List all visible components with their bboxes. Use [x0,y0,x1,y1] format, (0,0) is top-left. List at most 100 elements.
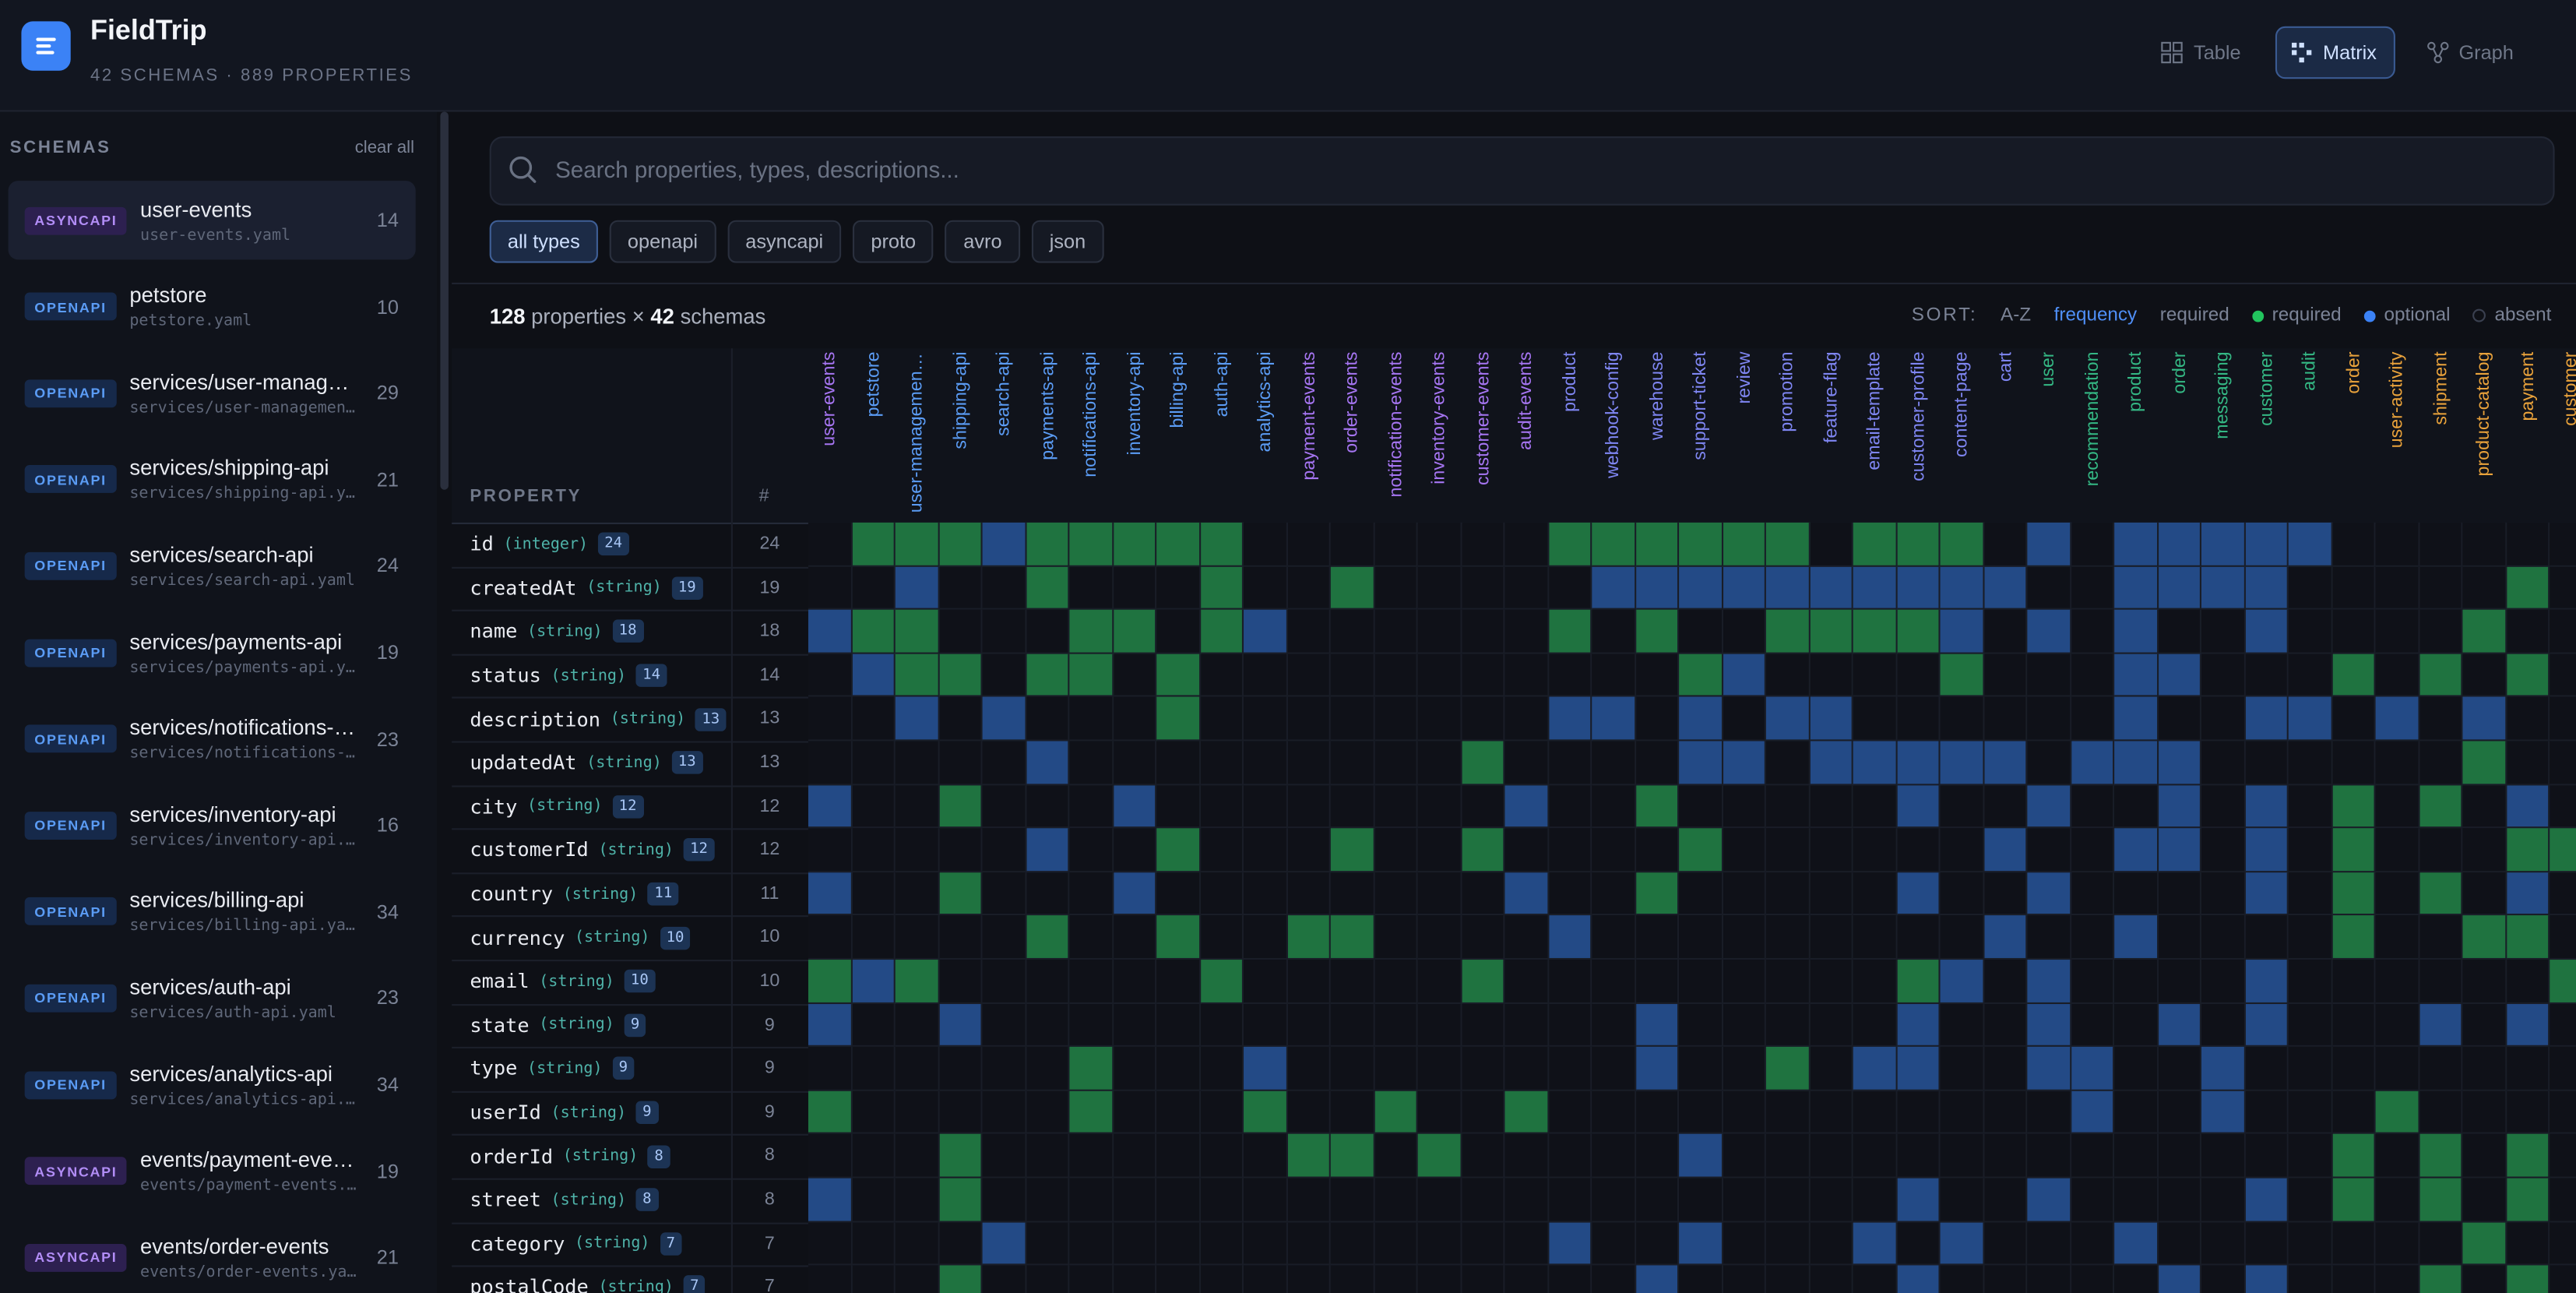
matrix-cell[interactable] [808,1265,852,1293]
column-header[interactable]: notification-events [1374,351,1418,513]
matrix-cell[interactable] [2506,828,2550,872]
matrix-cell[interactable] [2158,960,2201,1004]
matrix-cell[interactable] [2114,872,2159,916]
matrix-cell[interactable] [1983,1003,2028,1048]
matrix-cell[interactable] [1244,522,1287,566]
matrix-cell[interactable] [1548,1047,1592,1091]
matrix-cell[interactable] [2071,610,2115,654]
matrix-cell[interactable] [1374,565,1418,611]
matrix-cell[interactable] [1200,828,1244,872]
matrix-cell[interactable] [2244,565,2289,611]
matrix-cell[interactable] [1983,960,2028,1004]
matrix-cell[interactable] [1853,1003,1897,1048]
matrix-cell[interactable] [1330,872,1374,916]
matrix-cell[interactable] [1896,565,1941,611]
matrix-cell[interactable] [1635,1178,1680,1222]
matrix-cell[interactable] [2550,610,2576,654]
matrix-cell[interactable] [2331,915,2376,960]
matrix-cell[interactable] [2419,697,2463,742]
matrix-cell[interactable] [1330,1221,1374,1266]
matrix-cell[interactable] [2201,784,2245,829]
matrix-cell[interactable] [2550,915,2576,960]
matrix-cell[interactable] [2331,784,2376,829]
matrix-cell[interactable] [1765,915,1810,960]
matrix-cell[interactable] [1679,1178,1723,1222]
matrix-cell[interactable] [1113,1178,1157,1222]
matrix-cell[interactable] [2027,960,2071,1004]
matrix-cell[interactable] [1069,915,1114,960]
matrix-cell[interactable] [851,1090,896,1135]
view-button[interactable]: Graph [2411,26,2532,79]
matrix-cell[interactable] [2071,1265,2115,1293]
matrix-cell[interactable] [2288,1265,2332,1293]
matrix-cell[interactable] [2331,1090,2376,1135]
matrix-cell[interactable] [2331,522,2376,566]
matrix-cell[interactable] [1896,1003,1941,1048]
matrix-cell[interactable] [2375,697,2419,742]
matrix-cell[interactable] [2506,1265,2550,1293]
matrix-cell[interactable] [1113,1090,1157,1135]
matrix-cell[interactable] [1723,1003,1766,1048]
matrix-cell[interactable] [2506,872,2550,916]
matrix-cell[interactable] [1461,654,1505,698]
clear-all[interactable]: clear all [354,138,415,158]
matrix-cell[interactable] [1461,1134,1505,1178]
matrix-cell[interactable] [2550,872,2576,916]
matrix-cell[interactable] [1156,610,1201,654]
matrix-cell[interactable] [2550,654,2576,698]
matrix-cell[interactable] [2375,610,2419,654]
matrix-cell[interactable] [2201,1265,2245,1293]
matrix-cell[interactable] [1592,828,1636,872]
matrix-cell[interactable] [1200,697,1244,742]
matrix-cell[interactable] [1592,1047,1636,1091]
matrix-cell[interactable] [851,960,896,1004]
matrix-cell[interactable] [1504,784,1549,829]
matrix-cell[interactable] [1200,960,1244,1004]
matrix-cell[interactable] [2071,565,2115,611]
matrix-cell[interactable] [2375,1178,2419,1222]
matrix-cell[interactable] [1723,1047,1766,1091]
matrix-cell[interactable] [1244,654,1287,698]
matrix-cell[interactable] [2462,960,2507,1004]
matrix-cell[interactable] [2158,872,2201,916]
matrix-cell[interactable] [1069,1134,1114,1178]
matrix-cell[interactable] [1286,697,1331,742]
matrix-cell[interactable] [1765,697,1810,742]
matrix-cell[interactable] [2244,697,2289,742]
matrix-cell[interactable] [1286,522,1331,566]
matrix-cell[interactable] [1504,1134,1549,1178]
column-header[interactable]: recommendation [2071,351,2114,513]
matrix-cell[interactable] [2244,960,2289,1004]
matrix-cell[interactable] [2419,1134,2463,1178]
matrix-cell[interactable] [1679,1265,1723,1293]
matrix-cell[interactable] [2027,697,2071,742]
matrix-cell[interactable] [982,1265,1026,1293]
matrix-cell[interactable] [1286,565,1331,611]
matrix-cell[interactable] [1374,1221,1418,1266]
matrix-cell[interactable] [1896,915,1941,960]
matrix-cell[interactable] [1723,1178,1766,1222]
matrix-cell[interactable] [2288,1047,2332,1091]
matrix-cell[interactable] [2288,915,2332,960]
matrix-cell[interactable] [1156,1090,1201,1135]
matrix-cell[interactable] [2027,1178,2071,1222]
matrix-cell[interactable] [895,565,939,611]
matrix-cell[interactable] [2158,1003,2201,1048]
matrix-cell[interactable] [2288,1090,2332,1135]
matrix-cell[interactable] [2506,915,2550,960]
matrix-cell[interactable] [1374,1047,1418,1091]
matrix-cell[interactable] [2027,1090,2071,1135]
matrix-cell[interactable] [1026,1134,1070,1178]
matrix-cell[interactable] [2158,697,2201,742]
property-row[interactable]: category (string) 7 [452,1222,808,1267]
matrix-cell[interactable] [1113,872,1157,916]
matrix-cell[interactable] [1200,1047,1244,1091]
matrix-cell[interactable] [1244,1178,1287,1222]
matrix-cell[interactable] [1374,741,1418,785]
matrix-cell[interactable] [1286,1003,1331,1048]
matrix-cell[interactable] [808,610,852,654]
matrix-cell[interactable] [1635,1090,1680,1135]
matrix-cell[interactable] [1026,1178,1070,1222]
matrix-cell[interactable] [2201,654,2245,698]
matrix-cell[interactable] [1635,960,1680,1004]
